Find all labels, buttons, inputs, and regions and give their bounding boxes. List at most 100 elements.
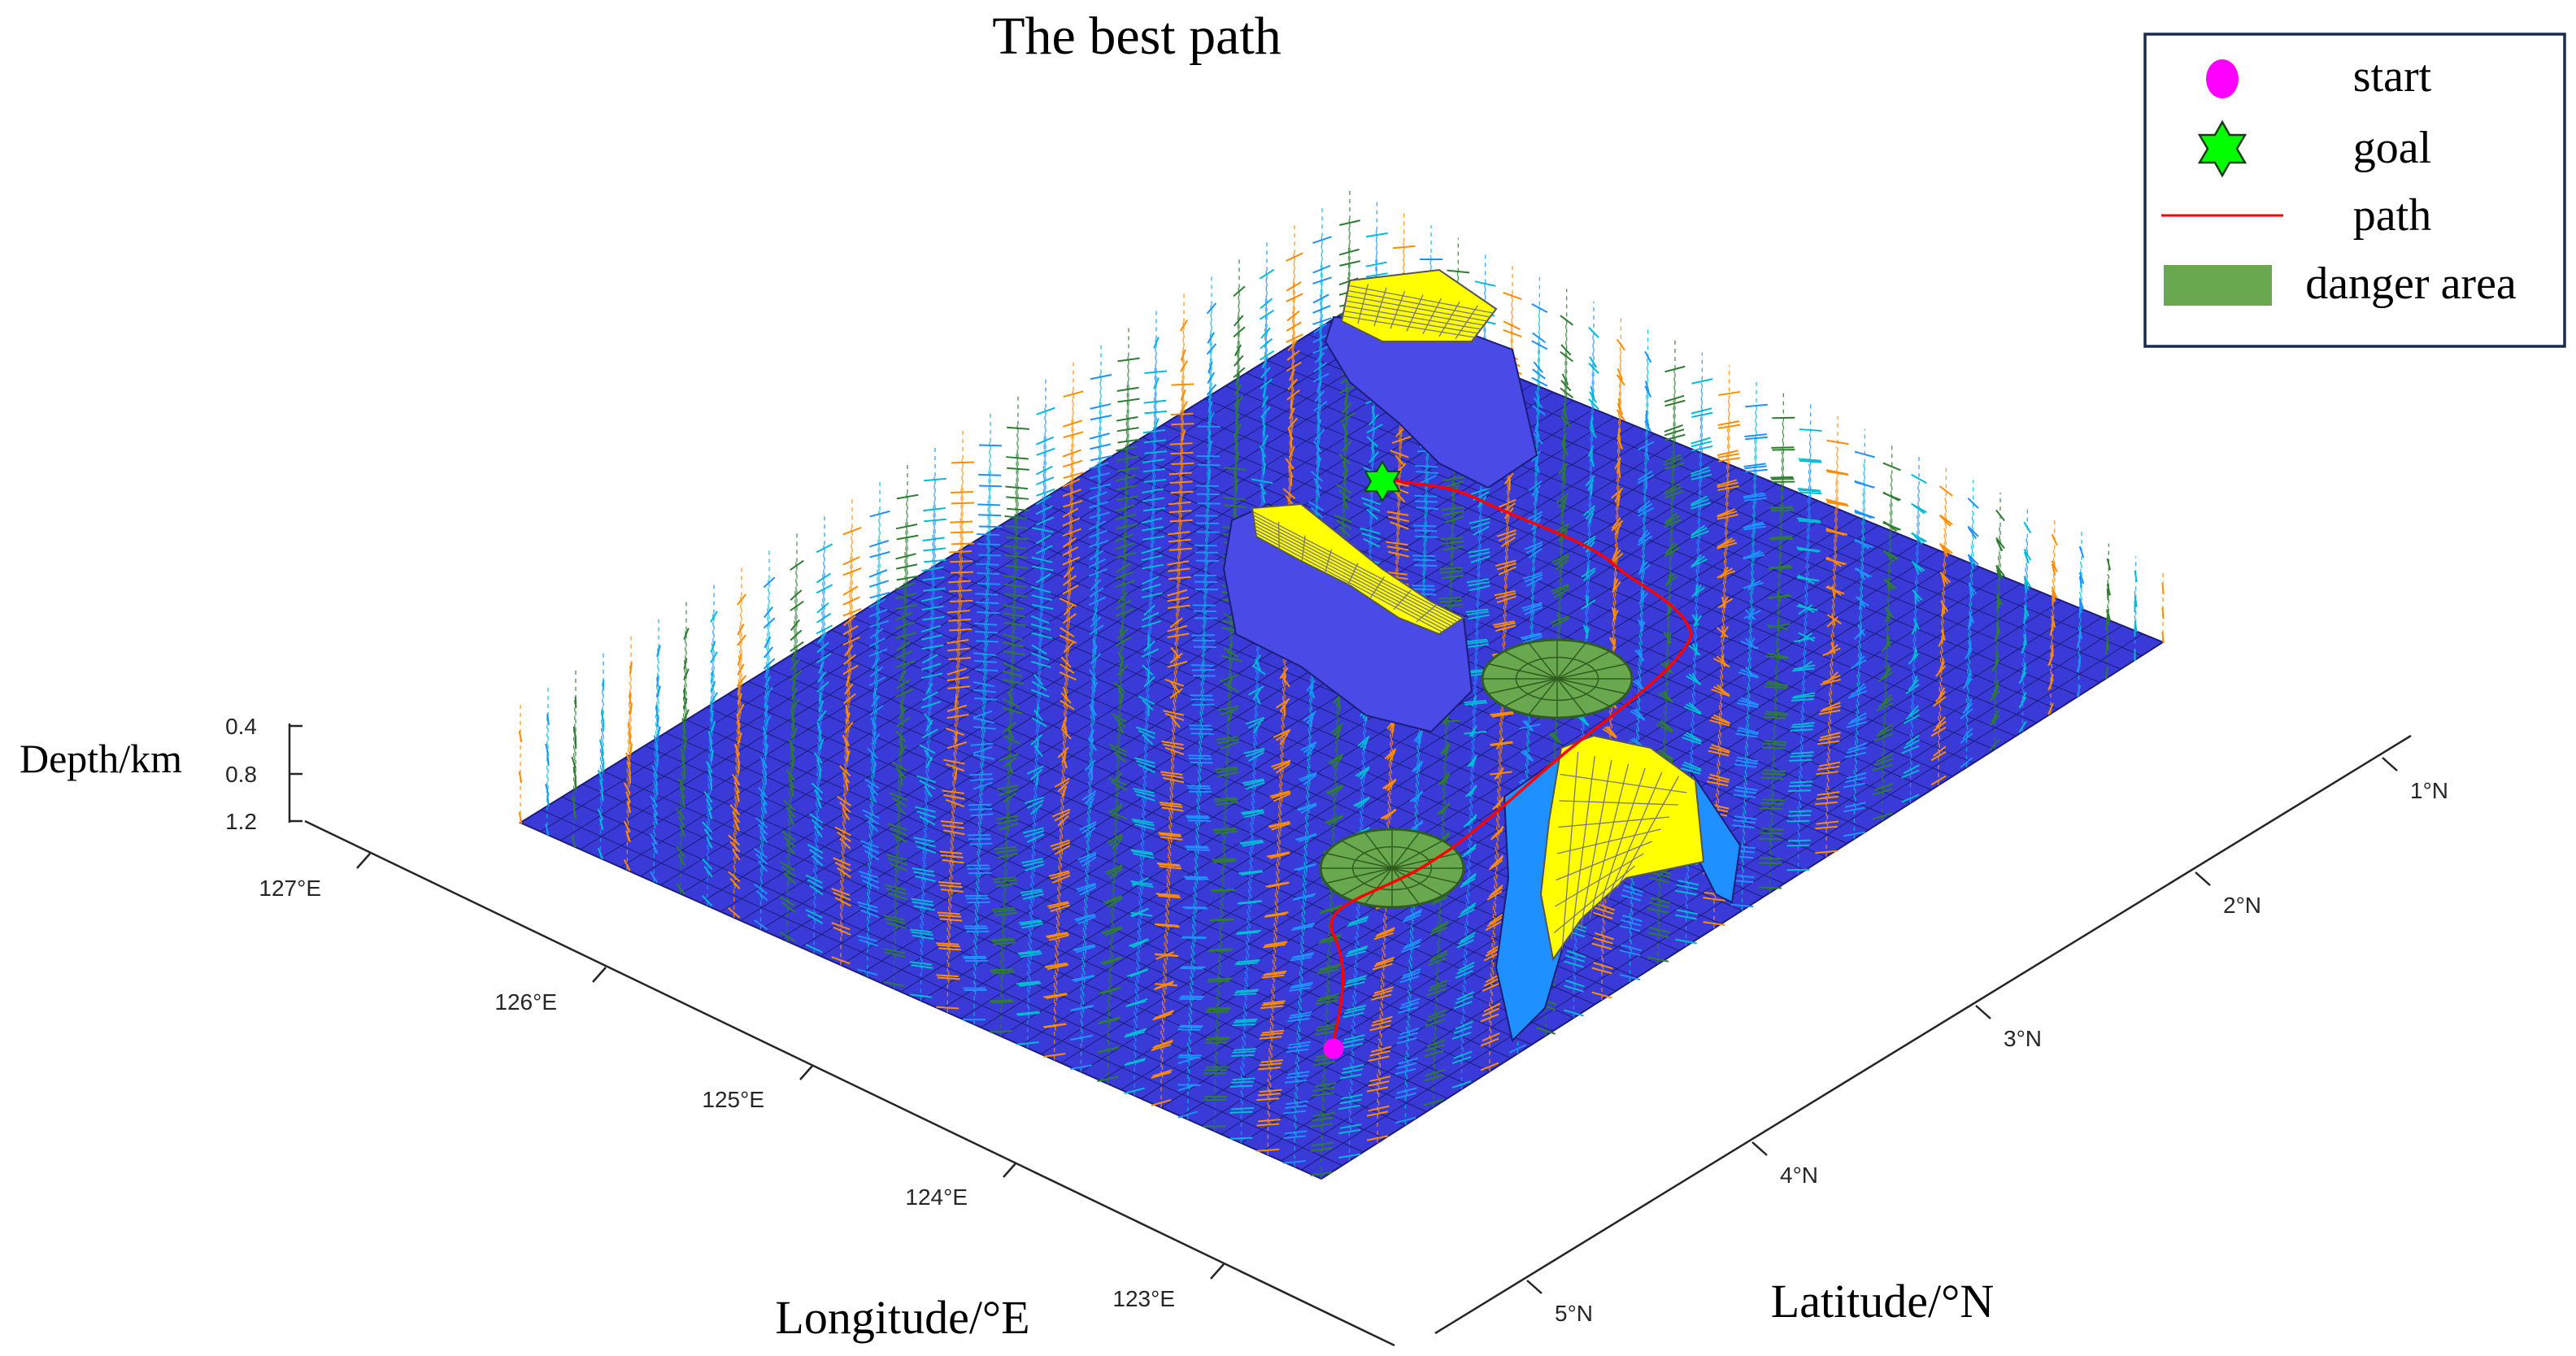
current-arrow <box>1444 744 1450 756</box>
current-arrow <box>1882 462 1901 472</box>
current-arrow <box>1164 678 1185 687</box>
current-arrow <box>1026 799 1044 809</box>
current-vector-column <box>1156 838 1180 932</box>
current-arrow <box>1003 734 1020 745</box>
current-arrow <box>1901 769 1920 779</box>
current-arrow <box>887 857 907 866</box>
current-arrow <box>1524 541 1543 550</box>
current-arrow <box>1412 585 1435 587</box>
current-arrow <box>868 619 890 628</box>
current-arrow <box>1259 1062 1282 1067</box>
current-vector-column <box>1141 518 1161 629</box>
current-arrow <box>1384 808 1397 820</box>
current-arrow <box>602 760 605 772</box>
obstacles <box>1222 268 1742 1042</box>
current-arrow <box>1035 545 1053 554</box>
current-arrow <box>1486 890 1503 901</box>
current-arrow <box>1399 1028 1420 1036</box>
current-arrow <box>1089 596 1106 606</box>
current-arrow <box>728 834 741 846</box>
current-arrow <box>1036 447 1055 456</box>
current-vector-column <box>1003 513 1026 629</box>
current-vector-column <box>764 607 772 728</box>
current-arrow <box>1259 483 1267 495</box>
seabed-grid-line <box>1246 372 2058 710</box>
current-arrow <box>1290 1011 1312 1017</box>
current-vector-column <box>1113 658 1126 763</box>
current-arrow <box>1675 914 1697 920</box>
current-arrow <box>1341 1068 1363 1075</box>
current-vector-column <box>1415 436 1438 542</box>
current-vector-column <box>2078 561 2082 639</box>
current-arrow <box>909 961 933 966</box>
current-vector-column <box>1076 859 1096 954</box>
current-arrow <box>1682 737 1702 745</box>
current-arrow <box>1872 788 1893 796</box>
current-vector-column <box>1138 671 1155 774</box>
current-arrow <box>1386 545 1409 551</box>
current-arrow <box>1003 612 1025 618</box>
current-arrow <box>1344 468 1348 480</box>
current-arrow <box>1273 728 1291 738</box>
current-arrow <box>1156 893 1180 897</box>
current-arrow <box>1762 772 1786 776</box>
current-arrow <box>1178 1054 1202 1057</box>
current-arrow <box>1734 815 1757 820</box>
current-vector-column <box>1088 462 1107 578</box>
current-vector-column <box>978 409 1003 532</box>
current-arrow <box>1313 477 1322 489</box>
current-arrow <box>1522 572 1543 580</box>
current-arrow <box>1169 688 1183 699</box>
current-arrow <box>1048 870 1070 877</box>
current-arrow <box>574 737 577 749</box>
current-arrow <box>1413 524 1437 528</box>
current-arrow <box>938 914 962 918</box>
current-arrow <box>1496 529 1516 537</box>
current-arrow <box>1151 1071 1172 1079</box>
current-vector-column <box>1967 480 1979 566</box>
current-arrow <box>2051 587 2058 599</box>
current-arrow <box>763 576 776 589</box>
current-arrow <box>1360 532 1381 541</box>
current-arrow <box>1469 551 1490 558</box>
current-arrow <box>896 641 911 652</box>
current-arrow <box>1498 498 1516 508</box>
current-arrow <box>951 571 974 574</box>
current-arrow <box>1429 980 1448 989</box>
current-arrow <box>1717 684 1729 696</box>
current-arrow <box>1745 436 1768 441</box>
current-arrow <box>811 819 824 831</box>
current-vector-column <box>1664 430 1682 528</box>
current-arrow <box>1939 514 1953 525</box>
current-vector-column <box>1229 1065 1253 1144</box>
current-vector-column <box>1533 336 1543 445</box>
current-vector-column <box>1178 976 1202 1061</box>
current-arrow <box>1062 613 1077 624</box>
current-vector-column <box>1316 949 1339 1031</box>
current-vector-column <box>1347 900 1368 984</box>
current-arrow <box>1090 454 1112 462</box>
current-vector-column <box>1185 820 1208 914</box>
current-arrow <box>1180 1024 1203 1028</box>
current-arrow <box>1690 437 1711 445</box>
current-arrow <box>1398 1032 1419 1040</box>
current-vector-column <box>1116 354 1139 475</box>
current-arrow <box>1717 485 1740 491</box>
current-arrow <box>1453 1001 1473 1010</box>
current-arrow <box>1142 699 1154 711</box>
current-arrow <box>1911 560 1925 572</box>
current-arrow <box>1388 550 1409 558</box>
current-arrow <box>1124 1031 1145 1038</box>
current-arrow <box>791 679 795 691</box>
current-vector-column <box>1962 663 1973 740</box>
current-arrow <box>1912 589 1923 601</box>
current-arrow <box>1471 755 1477 768</box>
current-arrow <box>1611 517 1621 529</box>
current-vector-column <box>755 791 768 902</box>
current-arrow <box>1939 485 1953 497</box>
current-arrow <box>1243 747 1265 754</box>
current-arrow <box>898 670 907 682</box>
current-arrow <box>1079 886 1097 896</box>
current-vector-column <box>1645 357 1650 461</box>
danger-spoke <box>1325 867 1393 884</box>
